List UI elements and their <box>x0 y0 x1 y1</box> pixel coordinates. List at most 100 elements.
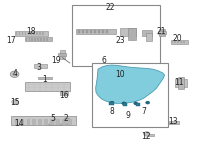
Text: 6: 6 <box>102 56 106 65</box>
Bar <box>28 32 29 35</box>
Bar <box>32 119 36 125</box>
Bar <box>37 38 39 41</box>
Text: 18: 18 <box>26 27 35 36</box>
Bar <box>175 79 187 87</box>
Circle shape <box>144 132 150 136</box>
Bar <box>22 32 23 35</box>
Bar <box>109 102 114 105</box>
Bar <box>76 29 116 34</box>
Bar <box>90 30 92 33</box>
Bar <box>60 91 68 95</box>
Bar <box>64 118 69 124</box>
Bar <box>142 30 152 36</box>
Polygon shape <box>96 65 165 103</box>
Circle shape <box>122 102 126 105</box>
Bar <box>44 119 48 125</box>
Circle shape <box>10 71 19 77</box>
Bar <box>158 31 166 34</box>
Bar <box>15 119 18 125</box>
Text: 15: 15 <box>10 98 19 107</box>
Bar <box>72 5 160 66</box>
Text: 4: 4 <box>12 69 17 78</box>
Bar <box>136 103 140 106</box>
Text: 3: 3 <box>36 63 41 72</box>
Bar <box>68 119 72 125</box>
Bar <box>27 119 30 125</box>
Bar <box>98 30 100 33</box>
Bar <box>62 119 66 125</box>
Bar <box>159 29 165 36</box>
Bar <box>11 116 76 125</box>
Text: 10: 10 <box>115 70 125 80</box>
Bar <box>25 81 70 91</box>
Bar <box>38 119 42 125</box>
Circle shape <box>110 101 114 104</box>
Bar <box>21 119 24 125</box>
Circle shape <box>13 73 17 76</box>
Bar <box>25 37 52 41</box>
Bar <box>123 103 127 106</box>
Bar <box>171 40 188 44</box>
Bar <box>16 32 17 35</box>
Bar <box>172 41 173 43</box>
Bar <box>40 38 42 41</box>
Text: 13: 13 <box>169 117 178 126</box>
Bar <box>177 41 179 43</box>
Bar <box>30 32 32 35</box>
Bar <box>29 38 30 41</box>
Bar <box>82 30 84 33</box>
Bar <box>120 28 136 36</box>
Bar <box>102 30 104 33</box>
Bar <box>92 63 168 127</box>
Bar <box>31 38 33 41</box>
Bar <box>169 121 179 124</box>
Bar <box>94 30 96 33</box>
Bar <box>183 41 185 43</box>
Text: 5: 5 <box>50 114 55 123</box>
Text: 17: 17 <box>6 36 15 45</box>
Bar <box>43 38 45 41</box>
Bar <box>25 32 26 35</box>
Bar <box>42 32 44 35</box>
Bar <box>106 30 108 33</box>
Circle shape <box>146 101 150 104</box>
Text: 1: 1 <box>42 75 47 84</box>
Bar <box>58 53 66 56</box>
Bar <box>180 41 182 43</box>
Text: 21: 21 <box>157 27 166 36</box>
Bar <box>86 30 88 33</box>
Bar <box>34 65 47 68</box>
Text: 2: 2 <box>64 114 69 123</box>
Circle shape <box>134 102 138 105</box>
Bar <box>46 38 48 41</box>
Text: 12: 12 <box>141 132 150 141</box>
Bar <box>174 41 176 43</box>
Text: 11: 11 <box>175 78 184 87</box>
Text: 8: 8 <box>110 107 114 116</box>
Bar <box>38 77 52 79</box>
Bar <box>26 38 27 41</box>
Bar <box>60 50 65 59</box>
Text: 22: 22 <box>105 4 115 12</box>
Circle shape <box>12 100 18 104</box>
Bar <box>146 33 152 41</box>
Bar <box>36 32 38 35</box>
Text: 19: 19 <box>51 56 61 65</box>
Bar <box>15 31 48 36</box>
Bar <box>147 134 154 136</box>
Bar <box>39 32 41 35</box>
Text: 14: 14 <box>14 118 23 127</box>
Text: 20: 20 <box>173 34 182 43</box>
Bar <box>128 28 136 40</box>
Bar <box>50 119 54 125</box>
Bar <box>78 30 80 33</box>
Bar <box>178 77 184 89</box>
Bar <box>34 38 36 41</box>
Bar <box>19 32 20 35</box>
Text: 16: 16 <box>59 91 69 100</box>
Text: 7: 7 <box>141 107 146 116</box>
Bar <box>33 32 35 35</box>
Polygon shape <box>48 119 62 125</box>
Text: 9: 9 <box>125 111 130 120</box>
Bar <box>56 119 60 125</box>
